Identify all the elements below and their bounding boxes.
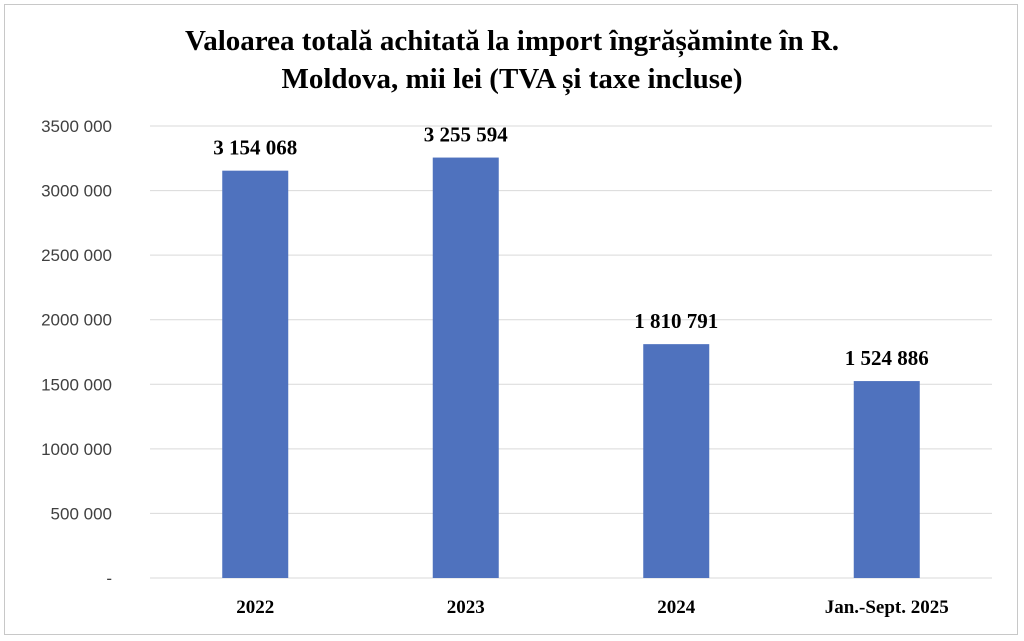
chart-title: Valoarea totală achitată la import îngră… — [0, 22, 1024, 98]
y-tick-label: 1500 000 — [41, 375, 112, 394]
y-tick-label: 3500 000 — [41, 117, 112, 136]
y-tick-label: 1000 000 — [41, 440, 112, 459]
y-tick-label: - — [106, 569, 112, 588]
bar-jan-sept-2025 — [853, 381, 920, 578]
bars — [222, 157, 920, 578]
x-tick-label: Jan.-Sept. 2025 — [825, 597, 949, 618]
y-tick-label: 500 000 — [51, 504, 112, 523]
y-axis-ticks: - 500 000 1000 000 1500 000 2000 000 2500 000… — [41, 117, 112, 588]
bar-2023 — [432, 157, 499, 578]
grid-lines — [150, 125, 992, 579]
x-tick-label: 2024 — [657, 597, 696, 618]
y-tick-label: 2000 000 — [41, 311, 112, 330]
data-label: 3 255 594 — [424, 123, 509, 147]
x-axis-ticks: 2022 2023 2024 Jan.-Sept. 2025 — [236, 597, 949, 618]
chart-title-line-1: Valoarea totală achitată la import îngră… — [184, 25, 840, 57]
data-labels: 3 154 068 3 255 594 1 810 791 1 524 886 — [213, 123, 929, 371]
x-tick-label: 2022 — [236, 597, 274, 618]
chart-title-line-2: Moldova, mii lei (TVA și taxe incluse) — [281, 63, 743, 95]
y-tick-label: 3000 000 — [41, 182, 112, 201]
data-label: 3 154 068 — [213, 136, 297, 160]
x-tick-label: 2023 — [447, 597, 485, 618]
data-label: 1 524 886 — [845, 346, 929, 370]
bar-2024 — [643, 344, 710, 578]
bar-2022 — [222, 170, 289, 578]
data-label: 1 810 791 — [634, 309, 718, 333]
y-tick-label: 2500 000 — [41, 246, 112, 265]
